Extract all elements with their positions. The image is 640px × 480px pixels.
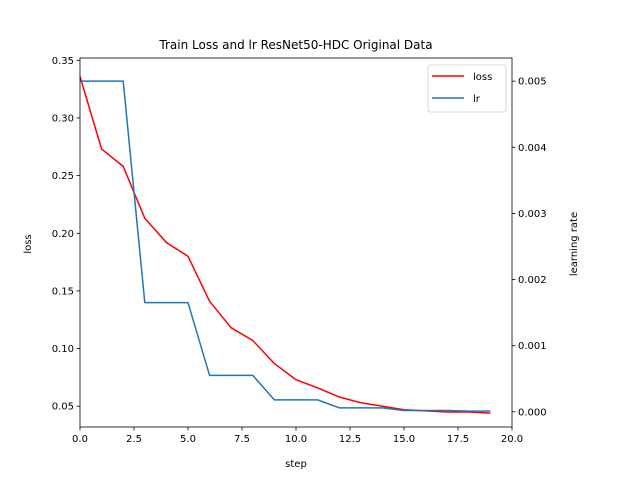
series-line-lr [80, 80, 491, 412]
y-left-tick-label: 0.35 [52, 56, 74, 67]
x-tick-label: 2.5 [126, 434, 142, 445]
x-axis: 0.0 2.5 5.0 7.5 10.0 12.5 15.0 17.5 20.0 [72, 427, 523, 445]
x-axis-label: step [285, 459, 307, 470]
plot-frame [79, 57, 513, 428]
x-tick-label: 7.5 [234, 434, 250, 445]
y-right-tick-label: 0.005 [518, 77, 547, 88]
y-left-tick-label: 0.15 [52, 286, 74, 297]
x-tick-label: 5.0 [180, 434, 196, 445]
y-left-tick-label: 0.20 [52, 229, 74, 240]
legend-box [427, 64, 507, 113]
y-right-tick-label: 0.000 [518, 407, 547, 418]
y-left-tick-label: 0.05 [52, 402, 74, 413]
x-tick-label: 17.5 [447, 434, 469, 445]
y-axis-right-label: learning rate [569, 212, 580, 276]
x-tick-label: 0.0 [72, 434, 88, 445]
x-tick-label: 15.0 [393, 434, 415, 445]
legend-label-lr: lr [473, 94, 481, 105]
y-right-tick-label: 0.002 [518, 275, 547, 286]
y-right-tick-label: 0.003 [518, 209, 547, 220]
y-right-tick-label: 0.004 [518, 143, 547, 154]
y-left-tick-label: 0.10 [52, 344, 74, 355]
y-axis-left-label: loss [23, 234, 34, 253]
x-tick-label: 12.5 [339, 434, 361, 445]
y-left-tick-label: 0.30 [52, 113, 74, 124]
x-tick-label: 10.0 [285, 434, 307, 445]
y-axis-right: 0.000 0.001 0.002 0.003 0.004 0.005 [512, 77, 547, 418]
x-tick-label: 20.0 [501, 434, 523, 445]
legend: loss lr [427, 64, 507, 113]
y-left-tick-label: 0.25 [52, 171, 74, 182]
chart-title: Train Loss and lr ResNet50-HDC Original … [158, 38, 432, 52]
legend-label-loss: loss [473, 72, 492, 83]
y-right-tick-label: 0.001 [518, 341, 547, 352]
y-axis-left: 0.05 0.10 0.15 0.20 0.25 0.30 0.35 [52, 56, 80, 413]
